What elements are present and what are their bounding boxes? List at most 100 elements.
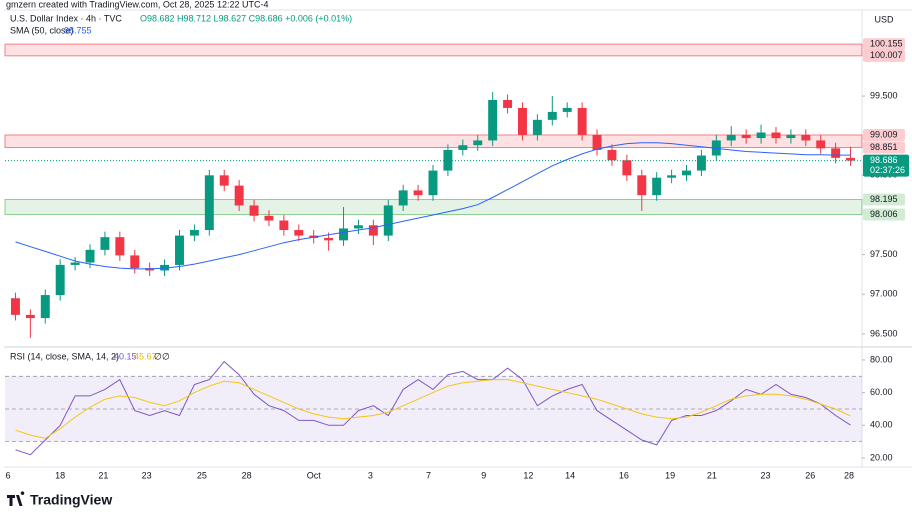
x-tick-label: 23 bbox=[142, 470, 152, 480]
candle-body bbox=[175, 235, 184, 265]
symbol: U.S. Dollar Index · 4h · TVC bbox=[10, 13, 122, 23]
candle-body bbox=[518, 107, 527, 135]
candle-body bbox=[503, 100, 513, 108]
x-tick-label: 18 bbox=[55, 470, 65, 480]
y-tick-label: 80.00 bbox=[870, 354, 893, 364]
zone-price-label: 98.006 bbox=[870, 209, 898, 219]
x-tick-label: 21 bbox=[707, 470, 717, 480]
legend-bg bbox=[4, 13, 294, 37]
candle-body bbox=[741, 134, 751, 139]
y-tick-label: 97.000 bbox=[870, 289, 898, 299]
candle-body bbox=[130, 255, 140, 269]
candle-body bbox=[55, 264, 65, 296]
candle-body bbox=[622, 160, 632, 176]
candle-body bbox=[696, 155, 706, 171]
x-tick-label: 9 bbox=[481, 470, 486, 480]
candle-body bbox=[249, 205, 259, 216]
plot-layer: 96.50097.00097.50098.50099.500100.155100… bbox=[4, 38, 909, 480]
x-tick-label: 19 bbox=[665, 470, 675, 480]
candle-body bbox=[428, 170, 438, 196]
zone-price-label: 98.195 bbox=[870, 194, 898, 204]
y-tick-label: 40.00 bbox=[870, 420, 893, 430]
x-tick-label: 7 bbox=[426, 470, 431, 480]
candle-body bbox=[473, 140, 483, 146]
credit: gmzern created with TradingView.com, Oct… bbox=[6, 0, 268, 9]
logo: TradingView bbox=[7, 491, 112, 508]
last-price-label: 98.686 bbox=[870, 155, 898, 165]
zone-price-label: 99.009 bbox=[870, 129, 898, 139]
zone-price-label-bg bbox=[863, 38, 905, 51]
candle-body bbox=[562, 107, 572, 112]
y-tick-label: 99.500 bbox=[870, 90, 898, 100]
candle-body bbox=[771, 132, 781, 139]
x-tick-label: 25 bbox=[197, 470, 207, 480]
y-tick-label: 97.500 bbox=[870, 249, 898, 259]
zone-price-label: 100.007 bbox=[870, 50, 903, 60]
rsi-sma-value: 45.67 bbox=[134, 351, 157, 361]
candle-body bbox=[100, 237, 110, 250]
candle-body bbox=[682, 170, 691, 176]
zone bbox=[4, 199, 863, 215]
candle-body bbox=[443, 149, 453, 171]
zone bbox=[4, 134, 863, 148]
candle-body bbox=[368, 225, 378, 236]
candle-body bbox=[532, 119, 542, 135]
candle-body bbox=[70, 262, 80, 265]
logo-icon bbox=[7, 491, 25, 506]
x-tick-label: Oct bbox=[307, 470, 322, 480]
logo-text: TradingView bbox=[30, 492, 112, 508]
zone-price-label: 100.155 bbox=[870, 38, 903, 48]
candle-body bbox=[115, 237, 125, 256]
y-tick-label: 20.00 bbox=[870, 452, 893, 462]
candle-body bbox=[786, 134, 796, 139]
candle-body bbox=[756, 132, 766, 139]
candle-body bbox=[801, 134, 811, 141]
zone-price-label-bg bbox=[863, 193, 905, 206]
rsi-title: RSI (14, close, SMA, 14, 2) bbox=[10, 351, 119, 361]
rsi-value: 40.15 bbox=[114, 351, 137, 361]
candle-body bbox=[189, 230, 199, 236]
candle-body bbox=[398, 190, 408, 206]
sma-legend-value: 98.755 bbox=[64, 25, 92, 35]
currency: USD bbox=[874, 14, 894, 24]
x-tick-label: 14 bbox=[565, 470, 575, 480]
candle-body bbox=[547, 111, 557, 120]
candle-body bbox=[25, 314, 35, 319]
candle-body bbox=[607, 149, 617, 161]
candle-body bbox=[383, 205, 393, 236]
ohlc: O98.682 H98.712 L98.627 C98.686 +0.006 (… bbox=[140, 13, 352, 23]
candle-body bbox=[40, 295, 50, 319]
x-tick-label: 16 bbox=[619, 470, 629, 480]
x-tick-label: 28 bbox=[242, 470, 252, 480]
candle-body bbox=[458, 145, 468, 150]
candle-body bbox=[726, 134, 736, 141]
candle-body bbox=[85, 249, 95, 263]
candle-body bbox=[413, 190, 423, 196]
x-tick-label: 6 bbox=[5, 470, 10, 480]
candle-body bbox=[294, 230, 304, 236]
candle-body bbox=[846, 157, 856, 161]
sma-legend: SMA (50, close) bbox=[10, 25, 74, 35]
candle-body bbox=[324, 237, 334, 241]
candle-body bbox=[204, 175, 214, 231]
candle-body bbox=[339, 228, 348, 241]
candle-body bbox=[577, 107, 587, 135]
last-price-label-bg bbox=[863, 154, 909, 177]
candle-body bbox=[667, 175, 677, 178]
x-tick-label: 3 bbox=[368, 470, 373, 480]
zone-price-label-bg bbox=[863, 208, 905, 221]
candle-body bbox=[219, 175, 229, 186]
rsi-extra: ∅ bbox=[154, 351, 162, 361]
candle-body bbox=[652, 177, 662, 196]
zone-price-label-bg bbox=[863, 49, 905, 62]
candle-body bbox=[264, 215, 274, 221]
zone bbox=[4, 43, 863, 57]
candle-body bbox=[10, 298, 20, 315]
candle-body bbox=[816, 140, 826, 149]
candle-body bbox=[592, 134, 602, 150]
x-tick-label: 12 bbox=[523, 470, 533, 480]
zone-price-label-bg bbox=[863, 128, 905, 141]
sma-line bbox=[15, 142, 851, 270]
x-tick-label: 28 bbox=[844, 470, 854, 480]
